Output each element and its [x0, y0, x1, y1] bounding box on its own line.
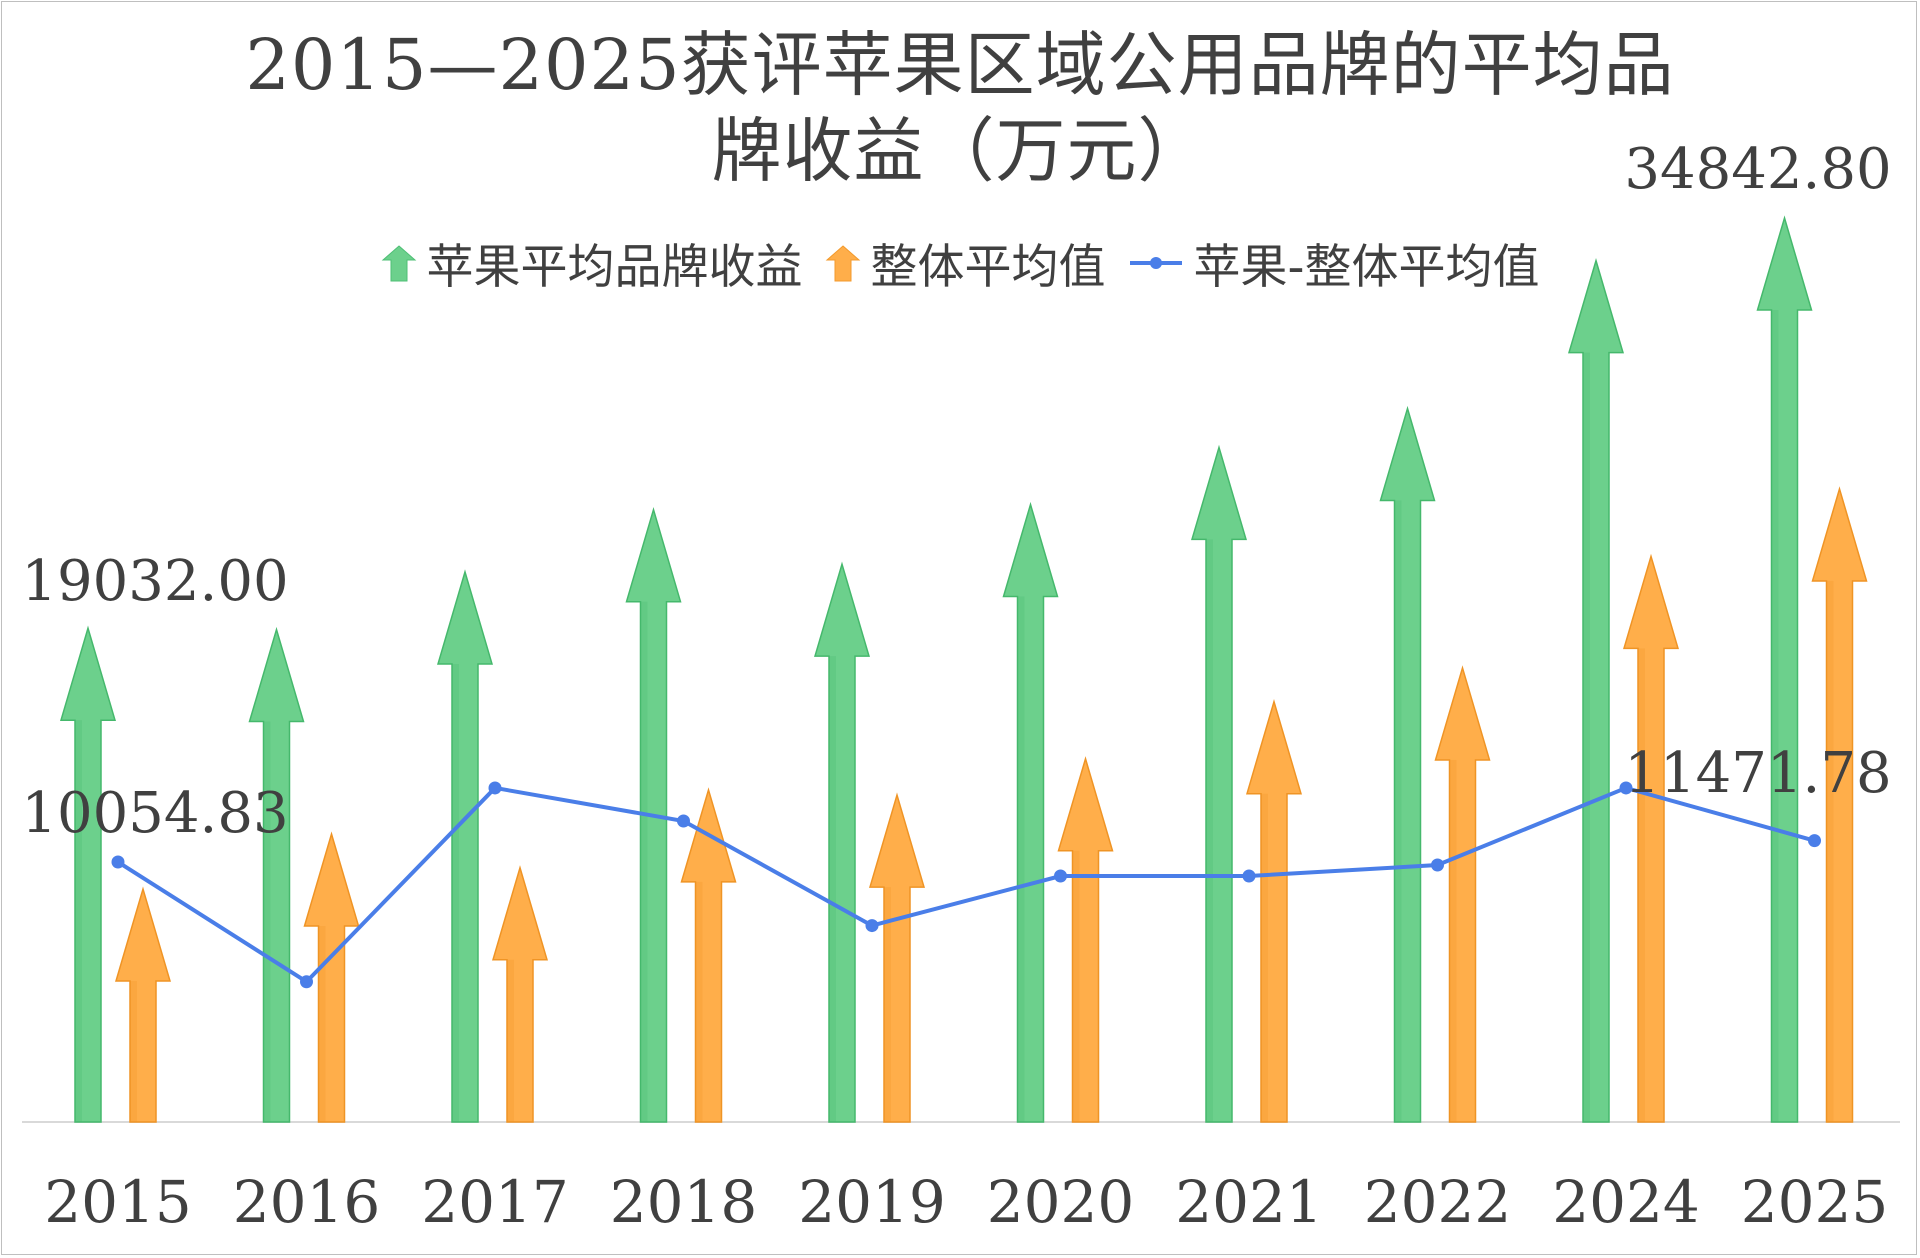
bar-overall-2024-shade — [1638, 648, 1645, 1122]
legend-line-marker-icon — [1129, 256, 1182, 269]
x-tick-label-2022: 2022 — [1364, 1168, 1512, 1236]
x-tick-label-2025: 2025 — [1741, 1168, 1889, 1236]
x-tick-label-2021: 2021 — [1175, 1168, 1323, 1236]
bar-overall-2015 — [114, 886, 172, 1123]
bar-overall-2022 — [1434, 665, 1491, 1123]
bar-overall-2019 — [868, 792, 926, 1123]
bar-apple-2018-shade — [640, 601, 648, 1122]
bar-overall-2021-shade — [1261, 793, 1268, 1122]
bar-overall-2018-shade — [695, 881, 703, 1122]
x-tick-label-2015: 2015 — [44, 1168, 192, 1236]
bar-apple-2025-shade — [1771, 310, 1779, 1122]
point-diff-2020 — [1054, 869, 1067, 883]
bar-apple-2019 — [813, 561, 871, 1123]
point-diff-2018 — [677, 814, 690, 828]
bar-apple-2021 — [1190, 444, 1248, 1123]
point-diff-2016 — [300, 975, 313, 989]
bar-apple-2025 — [1756, 215, 1813, 1123]
bar-overall-2017-shade — [507, 959, 514, 1122]
x-tick-label-2024: 2024 — [1552, 1168, 1700, 1236]
bar-apple-2015-shade — [75, 720, 82, 1122]
point-diff-2025 — [1808, 834, 1821, 848]
legend-label-diff: 苹果-整体平均值 — [1193, 240, 1540, 295]
point-diff-2017 — [488, 781, 502, 795]
x-tick-label-2017: 2017 — [421, 1168, 569, 1236]
chart-legend: 苹果平均品牌收益 整体平均值 苹果-整体平均值 — [0, 228, 1920, 297]
legend-item-apple: 苹果平均品牌收益 — [381, 228, 803, 297]
data-label-2-2015: 10054.83 — [21, 781, 288, 846]
bar-overall-2015-shade — [130, 981, 137, 1122]
legend-item-diff: 苹果-整体平均值 — [1128, 228, 1540, 297]
bar-apple-2022-shade — [1394, 500, 1402, 1122]
point-diff-2022 — [1431, 858, 1444, 872]
x-tick-label-2018: 2018 — [610, 1168, 758, 1236]
bar-overall-2019-shade — [884, 887, 891, 1122]
bar-overall-2017 — [491, 865, 549, 1123]
chart-title-line-1: 2015—2025获评苹果区域公用品牌的平均品 — [245, 24, 1675, 106]
chart-title: 2015—2025获评苹果区域公用品牌的平均品 牌收益（万元） — [0, 22, 1920, 194]
bar-apple-2024 — [1567, 257, 1625, 1123]
bar-overall-2024 — [1622, 553, 1680, 1123]
bar-apple-2017 — [436, 569, 494, 1123]
data-label-0-2025: 34842.80 — [1624, 137, 1891, 202]
bar-overall-2020-shade — [1072, 850, 1080, 1122]
legend-green-arrow-icon — [381, 244, 416, 281]
bar-overall-2025 — [1811, 486, 1868, 1123]
bar-overall-2016 — [303, 831, 360, 1123]
bar-apple-2016-shade — [263, 721, 271, 1122]
x-tick-label-2016: 2016 — [233, 1168, 381, 1236]
legend-item-overall: 整体平均值 — [825, 228, 1106, 297]
bar-overall-2018 — [680, 787, 737, 1123]
bar-overall-2020 — [1057, 756, 1114, 1123]
data-label-2-2024: 11471.78 — [1624, 741, 1891, 806]
bar-apple-2016 — [248, 626, 305, 1123]
bar-apple-2024-shade — [1583, 352, 1590, 1122]
legend-label-overall: 整体平均值 — [870, 240, 1106, 295]
bar-apple-2020-shade — [1017, 596, 1025, 1122]
data-label-0-2015: 19032.00 — [21, 549, 288, 614]
legend-orange-arrow-icon — [825, 244, 860, 281]
bar-overall-2025-shade — [1826, 580, 1834, 1122]
bar-apple-2022 — [1379, 405, 1436, 1123]
bar-overall-2016-shade — [318, 926, 326, 1122]
bar-apple-2021-shade — [1206, 539, 1213, 1122]
point-diff-2015 — [111, 855, 125, 869]
bar-apple-2019-shade — [829, 656, 836, 1122]
x-tick-label-2020: 2020 — [987, 1168, 1135, 1236]
bar-apple-2017-shade — [452, 663, 459, 1122]
point-diff-2024 — [1619, 781, 1633, 795]
bar-apple-2020 — [1002, 501, 1059, 1123]
bar-overall-2022-shade — [1449, 759, 1457, 1122]
legend-label-apple: 苹果平均品牌收益 — [426, 240, 803, 295]
x-tick-label-2019: 2019 — [798, 1168, 946, 1236]
chart-title-line-2: 牌收益（万元） — [711, 110, 1209, 192]
bar-overall-2021 — [1245, 699, 1303, 1123]
point-diff-2021 — [1242, 869, 1256, 883]
line-apple-minus-overall — [116, 785, 1816, 985]
point-diff-2019 — [865, 919, 879, 933]
bar-apple-2015 — [59, 625, 117, 1123]
